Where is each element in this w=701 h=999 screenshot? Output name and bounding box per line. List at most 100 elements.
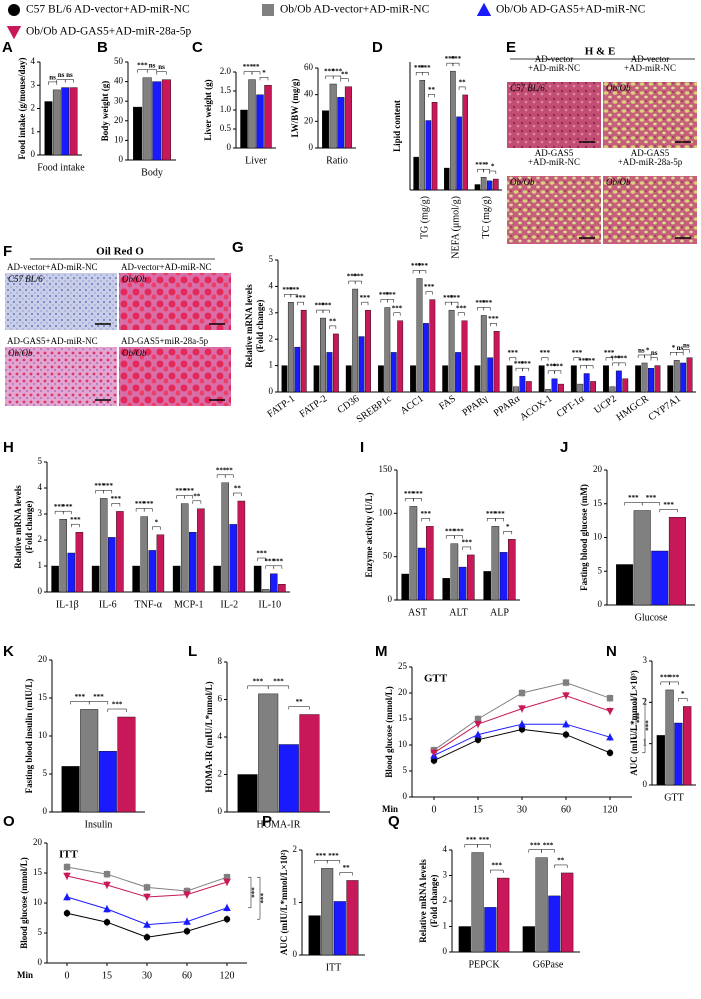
point <box>63 872 71 880</box>
label-strip <box>119 262 231 273</box>
sig-bracket <box>257 876 261 920</box>
sig-bracket <box>670 352 677 356</box>
sig-bracket <box>103 490 113 494</box>
bar <box>455 352 461 393</box>
bar <box>609 386 616 393</box>
point <box>143 884 151 891</box>
sig-bracket <box>415 72 423 76</box>
x-tick-label: PEPCK <box>468 959 500 970</box>
sig-bracket <box>248 876 252 909</box>
image-label: AD-vector <box>631 54 669 64</box>
significance: ns <box>683 341 690 349</box>
significance: *** <box>93 693 104 701</box>
bar <box>321 868 334 956</box>
sig-bracket <box>462 546 472 550</box>
significance: *** <box>486 510 497 518</box>
bar <box>270 573 278 593</box>
significance: *** <box>660 674 671 682</box>
y-tick-label: 4 <box>269 280 274 290</box>
bar <box>442 578 451 601</box>
panel-letter: D <box>372 39 383 56</box>
bar <box>51 565 59 593</box>
bar <box>401 573 410 601</box>
significance: ns <box>66 71 73 79</box>
sig-bracket <box>633 697 637 738</box>
point <box>606 708 614 716</box>
bar <box>156 534 165 593</box>
bar <box>641 362 648 393</box>
y-tick-label: 100 <box>379 507 393 517</box>
significance: *** <box>424 283 435 291</box>
significance: ns <box>58 71 65 79</box>
bar <box>419 80 426 191</box>
point <box>183 891 191 899</box>
bar <box>450 70 456 191</box>
y-tick-label: 5 <box>38 927 43 937</box>
x-tick-label: 120 <box>220 970 235 981</box>
significance: ns <box>651 349 658 357</box>
y-tick-label: 0 <box>309 142 314 152</box>
bar <box>583 373 590 393</box>
significance: *** <box>514 360 525 368</box>
panel-letter: B <box>97 39 108 56</box>
sig-bracket <box>419 270 427 274</box>
y-tick-label: 2.0 <box>220 66 232 76</box>
significance: *** <box>645 720 653 731</box>
x-tick-label: G6Pase <box>533 959 564 970</box>
sig-bracket <box>422 72 429 76</box>
significance: *** <box>475 161 486 169</box>
sig-bracket <box>339 872 353 876</box>
bar <box>152 81 162 161</box>
point <box>143 893 151 901</box>
y-axis-label: (Fold change) <box>255 300 265 353</box>
point <box>474 736 482 743</box>
significance: ns <box>158 63 165 71</box>
sig-bracket <box>135 508 145 512</box>
bar <box>615 370 622 393</box>
significance: *** <box>450 294 461 302</box>
sig-bracket <box>137 69 148 73</box>
bar <box>75 532 84 593</box>
significance: *** <box>260 892 268 903</box>
point <box>606 695 614 702</box>
bar <box>409 506 418 601</box>
bar <box>377 365 384 393</box>
panel-letter: Q <box>388 813 400 830</box>
sig-bracket <box>452 62 460 67</box>
bar <box>413 156 419 191</box>
x-tick-label: 60 <box>182 970 192 981</box>
bar <box>551 378 558 393</box>
significance: ns <box>677 344 684 352</box>
sig-bracket <box>612 362 620 366</box>
bar <box>665 689 674 786</box>
significance: *** <box>552 362 563 370</box>
x-tick-label: IL-2 <box>220 599 238 610</box>
significance: *** <box>75 693 86 701</box>
sig-bracket <box>605 357 613 361</box>
bar <box>680 362 687 393</box>
y-tick-label: 40 <box>304 89 314 99</box>
significance: * <box>155 518 159 526</box>
sig-bracket <box>322 309 330 314</box>
x-tick-label: Glucose <box>635 612 668 623</box>
significance: *** <box>669 674 680 682</box>
y-tick-label: 0 <box>43 806 48 816</box>
sig-bracket <box>387 299 395 303</box>
x-tick-label: PPARγ <box>460 393 490 419</box>
sig-bracket <box>554 864 568 868</box>
significance: *** <box>360 294 371 302</box>
micrograph <box>507 176 601 244</box>
bar <box>67 552 76 593</box>
y-axis-label: Relative mRNA levels <box>13 485 23 569</box>
image-label: AD-GAS5 <box>631 148 670 158</box>
sig-bracket <box>678 698 688 702</box>
bar <box>491 526 500 601</box>
point <box>183 928 191 935</box>
significance: *** <box>385 291 396 299</box>
bar <box>506 365 513 393</box>
significance: *** <box>456 304 467 312</box>
sig-bracket <box>267 685 290 689</box>
sig-bracket <box>265 565 275 569</box>
significance: *** <box>546 362 557 370</box>
